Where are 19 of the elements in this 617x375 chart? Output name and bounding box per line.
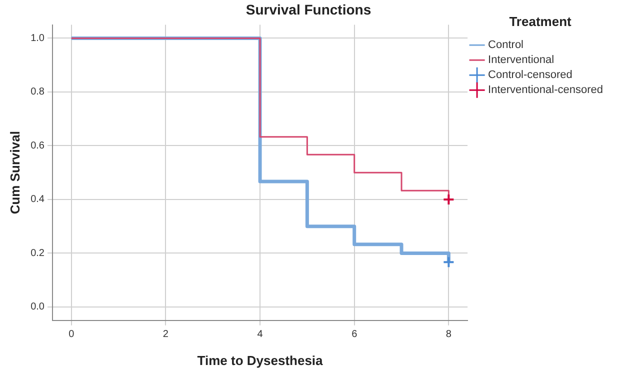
y-tick-label: 0.8 (30, 86, 45, 98)
y-tick-label: 0.6 (30, 140, 45, 152)
y-axis-title: Cum Survival (7, 131, 22, 214)
x-tick-label: 4 (257, 329, 264, 340)
legend-label: Interventional-censored (488, 84, 604, 96)
legend-label: Interventional (488, 54, 554, 66)
x-tick-label: 8 (446, 329, 452, 340)
y-tick-label: 0.4 (30, 194, 45, 206)
x-tick-label: 6 (352, 329, 358, 340)
x-axis-title: Time to Dysesthesia (197, 352, 324, 368)
legend-label: Control-censored (488, 69, 572, 82)
y-tick-label: 0.2 (30, 248, 45, 259)
x-tick-label: 0 (68, 329, 75, 340)
x-tick-label: 2 (162, 329, 169, 340)
chart-title: Survival Functions (246, 1, 372, 18)
y-tick-label: 1.0 (30, 32, 45, 44)
legend-label: Control (488, 39, 524, 52)
y-tick-label: 0.0 (30, 302, 45, 313)
legend-title: Treatment (509, 14, 572, 30)
